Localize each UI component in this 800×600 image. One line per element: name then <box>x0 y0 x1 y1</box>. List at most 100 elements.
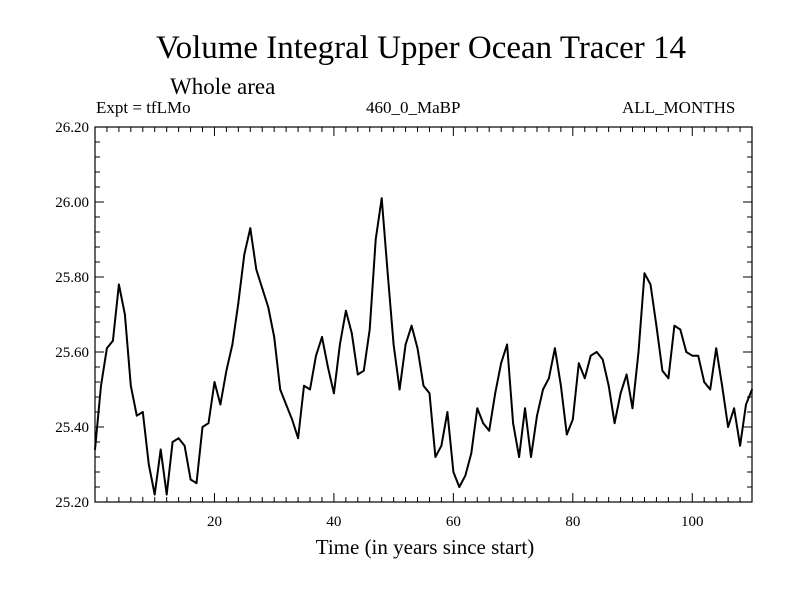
data-point <box>255 268 258 271</box>
data-point <box>637 351 640 353</box>
data-point <box>141 411 144 413</box>
data-point <box>207 422 210 425</box>
data-point <box>631 407 634 410</box>
data-point <box>147 463 150 466</box>
data-point <box>589 354 592 357</box>
data-point <box>225 369 228 372</box>
x-tick-label: 20 <box>207 514 222 530</box>
chart-title: Volume Integral Upper Ocean Tracer 14 <box>156 30 686 66</box>
data-point <box>94 448 96 451</box>
y-tick-label: 25.20 <box>55 495 89 511</box>
data-point <box>117 283 120 286</box>
experiment-label: Expt = tfLMo <box>96 98 191 117</box>
data-point <box>428 392 431 395</box>
data-point <box>165 493 168 496</box>
data-point <box>733 407 735 410</box>
data-point <box>440 444 443 447</box>
data-point <box>309 388 311 391</box>
data-point <box>715 347 718 350</box>
y-tick-label: 25.40 <box>55 420 89 436</box>
data-point <box>237 302 240 305</box>
data-point <box>619 392 622 395</box>
data-point <box>219 403 222 406</box>
data-point <box>273 336 276 338</box>
data-point <box>655 324 658 327</box>
data-point <box>452 471 455 473</box>
y-tick-label: 25.80 <box>55 270 89 286</box>
x-tick-label: 80 <box>565 514 580 530</box>
data-point <box>368 328 371 331</box>
data-point <box>350 332 353 335</box>
x-tick-label: 40 <box>326 514 341 530</box>
data-point <box>530 456 532 458</box>
data-point <box>112 339 114 342</box>
data-point <box>338 343 341 346</box>
data-point <box>279 388 282 391</box>
data-point <box>512 422 514 425</box>
data-point <box>613 422 616 425</box>
data-point <box>231 343 234 346</box>
data-point <box>667 377 670 380</box>
data-point <box>470 452 473 455</box>
data-point <box>380 197 383 200</box>
data-point <box>386 272 389 275</box>
data-point <box>362 369 365 372</box>
data-point <box>123 313 126 316</box>
data-point <box>500 362 503 365</box>
data-point <box>703 381 706 383</box>
x-tick-label: 100 <box>681 514 704 530</box>
data-point <box>565 433 568 436</box>
data-point <box>303 384 305 387</box>
data-point <box>685 351 688 353</box>
data-point <box>524 407 526 410</box>
data-point <box>559 384 562 387</box>
data-point <box>404 343 407 346</box>
data-point <box>410 324 413 327</box>
data-point <box>344 309 347 312</box>
data-point <box>709 388 712 391</box>
data-point <box>727 426 730 428</box>
data-point <box>177 437 180 440</box>
data-point <box>398 388 401 391</box>
data-point <box>267 306 270 308</box>
data-point <box>374 238 377 241</box>
data-point <box>261 287 264 290</box>
data-point <box>745 403 747 406</box>
data-point <box>297 437 299 440</box>
data-point <box>243 253 246 256</box>
data-point <box>458 486 461 488</box>
data-point <box>129 384 132 387</box>
run-label: 460_0_MaBP <box>366 98 461 117</box>
data-point <box>583 377 586 380</box>
data-point <box>506 343 509 346</box>
data-point <box>697 354 700 357</box>
data-point <box>285 403 288 406</box>
series-line <box>94 197 753 496</box>
data-point <box>392 343 395 346</box>
data-point <box>446 411 449 413</box>
data-point <box>601 358 604 361</box>
data-point <box>434 456 437 458</box>
data-point <box>100 384 102 387</box>
chart-subtitle: Whole area <box>170 74 276 99</box>
data-point <box>291 418 293 421</box>
data-point <box>321 336 323 338</box>
data-point <box>476 407 479 410</box>
data-point <box>673 324 676 327</box>
data-point <box>249 227 252 230</box>
y-tick-label: 26.20 <box>55 120 89 136</box>
data-point <box>213 381 216 383</box>
data-point <box>554 347 556 350</box>
data-point <box>595 351 598 353</box>
data-point <box>751 388 753 391</box>
data-point <box>643 272 646 275</box>
data-point <box>135 414 138 417</box>
data-point <box>356 373 359 376</box>
data-point <box>416 347 419 350</box>
data-point <box>625 373 628 376</box>
data-point <box>183 444 186 447</box>
x-tick-label: 60 <box>446 514 461 530</box>
x-axis-label: Time (in years since start) <box>315 535 535 559</box>
data-point <box>571 418 574 421</box>
